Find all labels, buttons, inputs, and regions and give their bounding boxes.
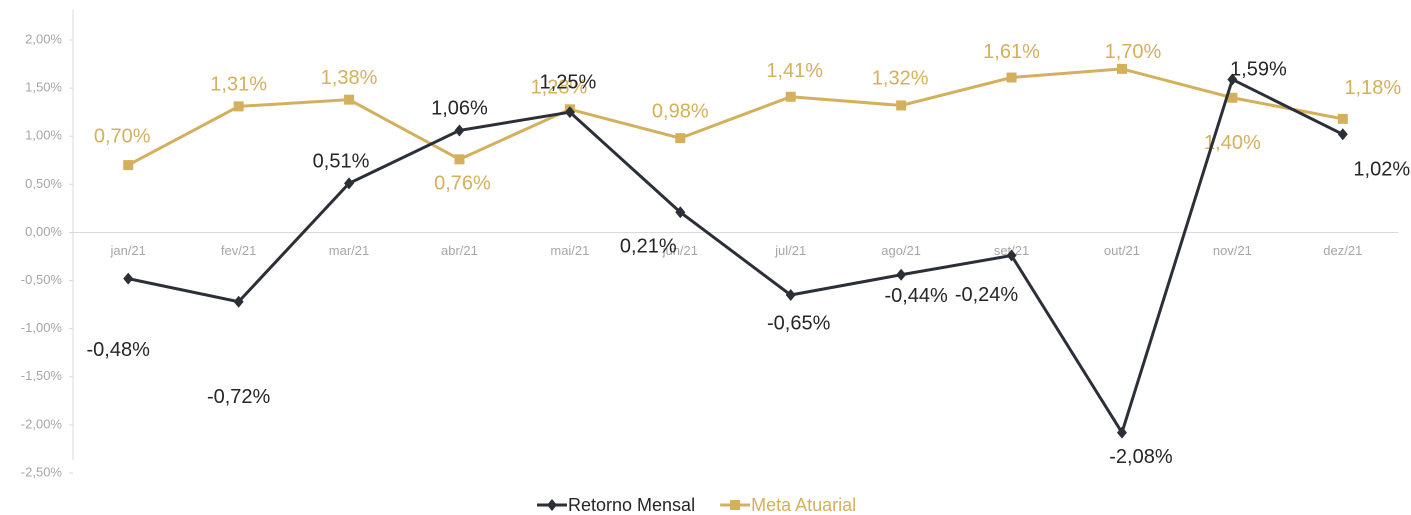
y-tick-label: -1,50% bbox=[21, 368, 63, 383]
legend-label: Meta Atuarial bbox=[751, 495, 856, 515]
legend-label: Retorno Mensal bbox=[568, 495, 695, 515]
marker bbox=[233, 295, 244, 308]
data-label: -0,44% bbox=[884, 285, 948, 307]
data-label: 1,70% bbox=[1105, 41, 1162, 63]
data-label: 1,18% bbox=[1344, 77, 1401, 99]
x-tick-label: nov/21 bbox=[1213, 243, 1252, 258]
marker bbox=[1116, 63, 1127, 74]
x-tick-label: abr/21 bbox=[441, 243, 478, 258]
x-tick-label: mar/21 bbox=[329, 243, 369, 258]
marker bbox=[564, 106, 575, 119]
marker bbox=[123, 272, 134, 285]
series-line bbox=[127, 77, 1344, 437]
data-label: -0,65% bbox=[767, 312, 831, 334]
data-label: 1,06% bbox=[431, 98, 488, 120]
series-line bbox=[127, 67, 1344, 167]
marker bbox=[675, 206, 686, 219]
marker bbox=[675, 133, 686, 144]
marker bbox=[1006, 249, 1017, 262]
data-label: 1,31% bbox=[210, 74, 267, 96]
data-label: 1,61% bbox=[983, 41, 1040, 63]
marker bbox=[344, 177, 355, 190]
data-label: 0,21% bbox=[620, 236, 677, 258]
data-label: 1,02% bbox=[1353, 159, 1410, 181]
marker bbox=[344, 94, 355, 105]
x-tick-label: fev/21 bbox=[221, 243, 256, 258]
data-label: 1,28% bbox=[531, 77, 588, 99]
x-tick-label: jul/21 bbox=[774, 243, 806, 258]
y-tick-label: -2,00% bbox=[21, 416, 63, 431]
marker bbox=[454, 124, 465, 137]
data-label: -0,48% bbox=[87, 339, 151, 361]
data-label: 0,51% bbox=[313, 151, 370, 173]
marker bbox=[785, 288, 796, 301]
marker bbox=[1116, 426, 1127, 439]
x-tick-label: mai/21 bbox=[550, 243, 589, 258]
data-label: 0,98% bbox=[652, 100, 709, 122]
y-tick-label: 1,00% bbox=[25, 128, 62, 143]
data-label: 1,59% bbox=[1230, 59, 1287, 81]
legend-marker bbox=[547, 499, 557, 511]
x-tick-label: ago/21 bbox=[881, 243, 921, 258]
data-label: 1,25% bbox=[540, 71, 597, 93]
x-tick-label: jan/21 bbox=[109, 243, 145, 258]
legend-marker bbox=[730, 500, 741, 510]
marker bbox=[454, 154, 465, 165]
data-label: -2,08% bbox=[1109, 446, 1173, 468]
data-label: 0,70% bbox=[94, 125, 151, 147]
marker bbox=[1337, 128, 1348, 141]
y-tick-label: 0,00% bbox=[25, 224, 62, 239]
data-label: 0,76% bbox=[434, 173, 491, 195]
marker bbox=[1006, 72, 1017, 83]
marker bbox=[233, 101, 244, 112]
data-label: 1,38% bbox=[321, 67, 378, 89]
data-label: -0,72% bbox=[207, 386, 271, 408]
x-tick-label: dez/21 bbox=[1323, 243, 1362, 258]
data-label: 1,40% bbox=[1204, 132, 1261, 154]
marker bbox=[123, 160, 134, 171]
marker bbox=[785, 91, 796, 102]
marker bbox=[1227, 73, 1238, 86]
y-tick-label: 0,50% bbox=[25, 176, 62, 191]
y-tick-label: -1,00% bbox=[21, 320, 63, 335]
x-tick-label: out/21 bbox=[1104, 243, 1140, 258]
y-tick-label: 1,50% bbox=[25, 80, 62, 95]
data-label: 1,41% bbox=[766, 60, 823, 82]
marker bbox=[1337, 113, 1348, 124]
y-tick-label: -0,50% bbox=[21, 272, 63, 287]
marker bbox=[1227, 92, 1238, 103]
y-tick-label: 2,00% bbox=[25, 31, 62, 46]
y-tick-label: -2,50% bbox=[21, 464, 63, 479]
x-tick-label: jun/21 bbox=[662, 243, 698, 258]
marker bbox=[896, 268, 907, 281]
marker bbox=[896, 100, 907, 111]
data-label: 1,32% bbox=[872, 68, 929, 90]
data-label: -0,24% bbox=[955, 284, 1019, 306]
